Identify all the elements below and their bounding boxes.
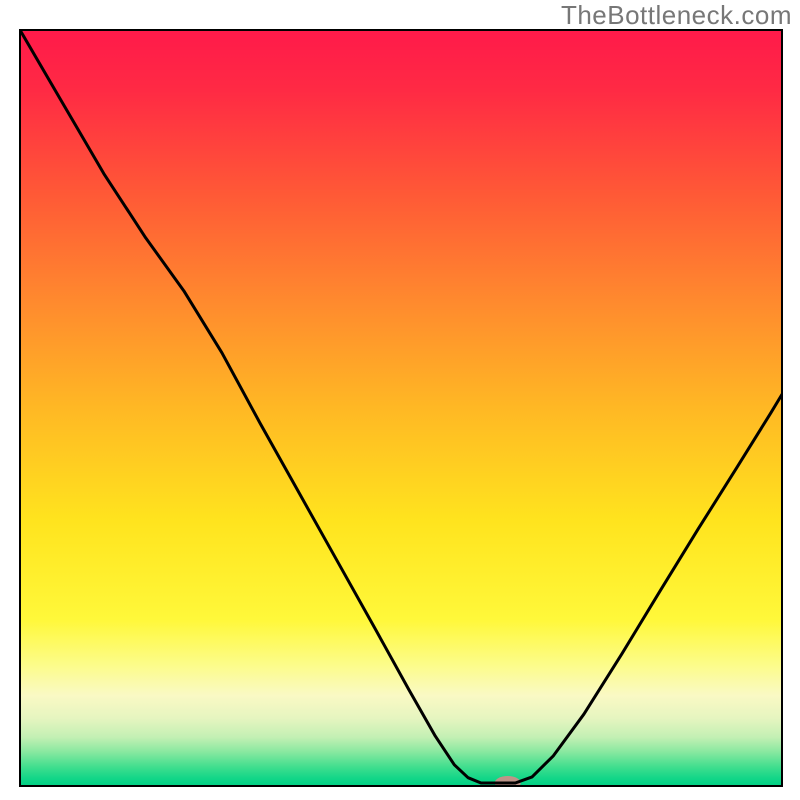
bottleneck-chart <box>0 0 800 800</box>
chart-container: { "watermark": { "text": "TheBottleneck.… <box>0 0 800 800</box>
watermark-text: TheBottleneck.com <box>561 0 792 31</box>
